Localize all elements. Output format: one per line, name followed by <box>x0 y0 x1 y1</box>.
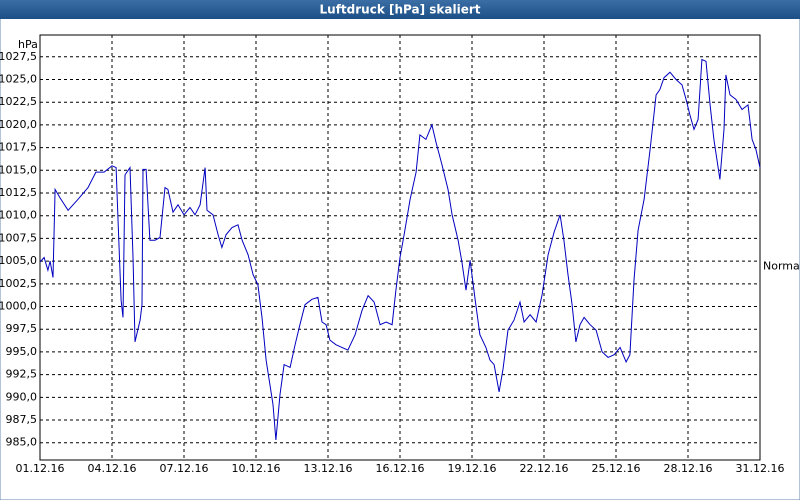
x-tick-label: 22.12.16 <box>520 462 569 475</box>
y-tick-label: 1012,5 <box>0 186 37 199</box>
x-tick-label: 04.12.16 <box>88 462 137 475</box>
x-tick-label: 25.12.16 <box>592 462 641 475</box>
y-tick-label: 997,5 <box>6 322 38 335</box>
x-tick-label: 31.12.16 <box>736 462 785 475</box>
y-tick-label: 990,0 <box>6 390 38 403</box>
title-bar <box>0 0 800 19</box>
y-tick-label: 1025,0 <box>0 72 37 85</box>
y-tick-label: 1005,0 <box>0 254 37 267</box>
y-tick-label: 1027,5 <box>0 50 37 63</box>
y-tick-label: 1015,0 <box>0 163 37 176</box>
x-tick-label: 16.12.16 <box>376 462 425 475</box>
pressure-line <box>39 58 761 441</box>
y-tick-label: 1007,5 <box>0 231 37 244</box>
x-tick-label: 01.12.16 <box>16 462 65 475</box>
y-tick-label: 1010,0 <box>0 209 37 222</box>
x-tick-label: 13.12.16 <box>304 462 353 475</box>
y-tick-label: 1017,5 <box>0 141 37 154</box>
x-tick-label: 19.12.16 <box>448 462 497 475</box>
annotation: Normal <box>763 260 800 273</box>
y-tick-label: 987,5 <box>6 413 38 426</box>
y-tick-label: 1000,0 <box>0 300 37 313</box>
y-tick-label: 1002,5 <box>0 277 37 290</box>
y-tick-label: 985,0 <box>6 436 38 449</box>
x-tick-label: 07.12.16 <box>160 462 209 475</box>
y-tick-label: 1020,0 <box>0 118 37 131</box>
x-tick-label: 28.12.16 <box>664 462 713 475</box>
chart-title: Luftdruck [hPa] skaliert <box>320 3 481 17</box>
x-tick-label: 10.12.16 <box>232 462 281 475</box>
y-axis-label: hPa <box>18 38 38 51</box>
y-tick-label: 995,0 <box>6 345 38 358</box>
y-tick-label: 992,5 <box>6 368 38 381</box>
y-tick-label: 1022,5 <box>0 95 37 108</box>
